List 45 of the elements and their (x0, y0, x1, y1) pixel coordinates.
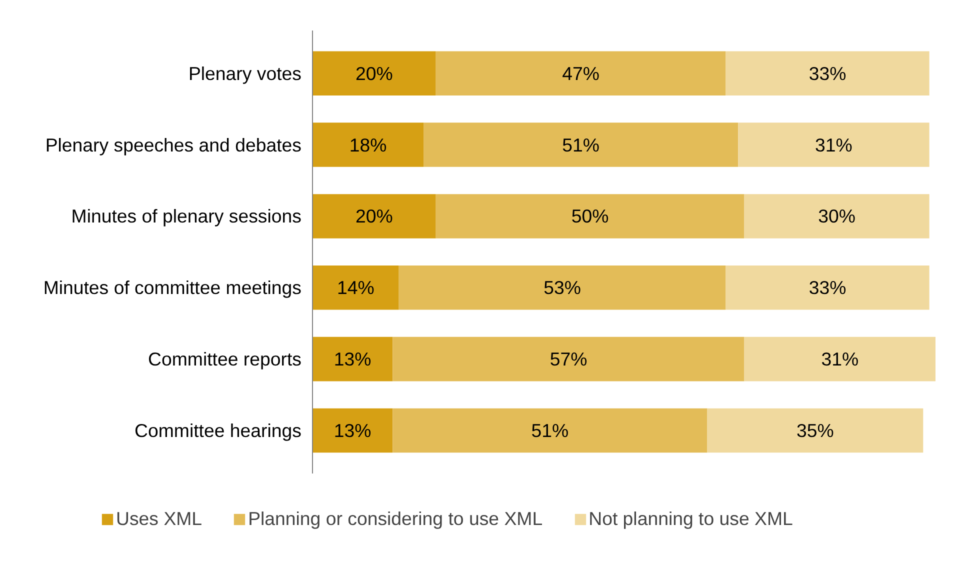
bar (744, 194, 930, 238)
y-tick-label: Plenary votes (188, 62, 302, 84)
y-tick-label: Plenary speeches and debates (45, 134, 302, 156)
data-label: 51% (562, 134, 600, 156)
data-label: 30% (818, 206, 856, 227)
data-label: 51% (531, 420, 569, 441)
y-tick-label: Minutes of committee meetings (43, 277, 302, 298)
bar (312, 122, 424, 167)
legend-label: Planning or considering to use XML (248, 508, 543, 530)
data-label: 47% (562, 62, 600, 84)
bar (312, 266, 399, 310)
bar (392, 336, 744, 382)
bar (436, 51, 726, 96)
bar (707, 408, 924, 453)
bar (436, 194, 744, 238)
data-label: 33% (808, 277, 846, 298)
bar (738, 122, 930, 167)
data-label: 35% (796, 420, 834, 441)
data-label: 31% (815, 134, 852, 156)
bar (744, 336, 936, 382)
bar (312, 336, 393, 382)
data-label: 20% (356, 62, 393, 84)
y-tick-label: Minutes of plenary sessions (71, 206, 302, 227)
bar (424, 122, 738, 167)
data-label: 31% (821, 348, 859, 370)
bar (726, 51, 930, 96)
y-tick-label: Committee hearings (134, 420, 302, 441)
data-label: 18% (349, 134, 387, 156)
y-tick-label: Committee reports (148, 348, 302, 370)
data-label: 13% (334, 348, 372, 370)
bar (392, 408, 708, 453)
data-label: 50% (571, 206, 609, 227)
bar (312, 51, 436, 96)
data-label: 53% (544, 277, 581, 298)
bar (312, 194, 436, 238)
bar (398, 266, 726, 310)
data-label: 33% (808, 62, 846, 84)
legend-label: Not planning to use XML (588, 508, 793, 530)
data-label: 13% (334, 420, 372, 441)
data-label: 14% (337, 277, 374, 298)
bar (726, 266, 930, 310)
legend-label: Uses XML (116, 508, 202, 530)
data-label: 57% (550, 348, 588, 370)
data-label: 20% (356, 206, 393, 227)
bar (312, 408, 393, 453)
